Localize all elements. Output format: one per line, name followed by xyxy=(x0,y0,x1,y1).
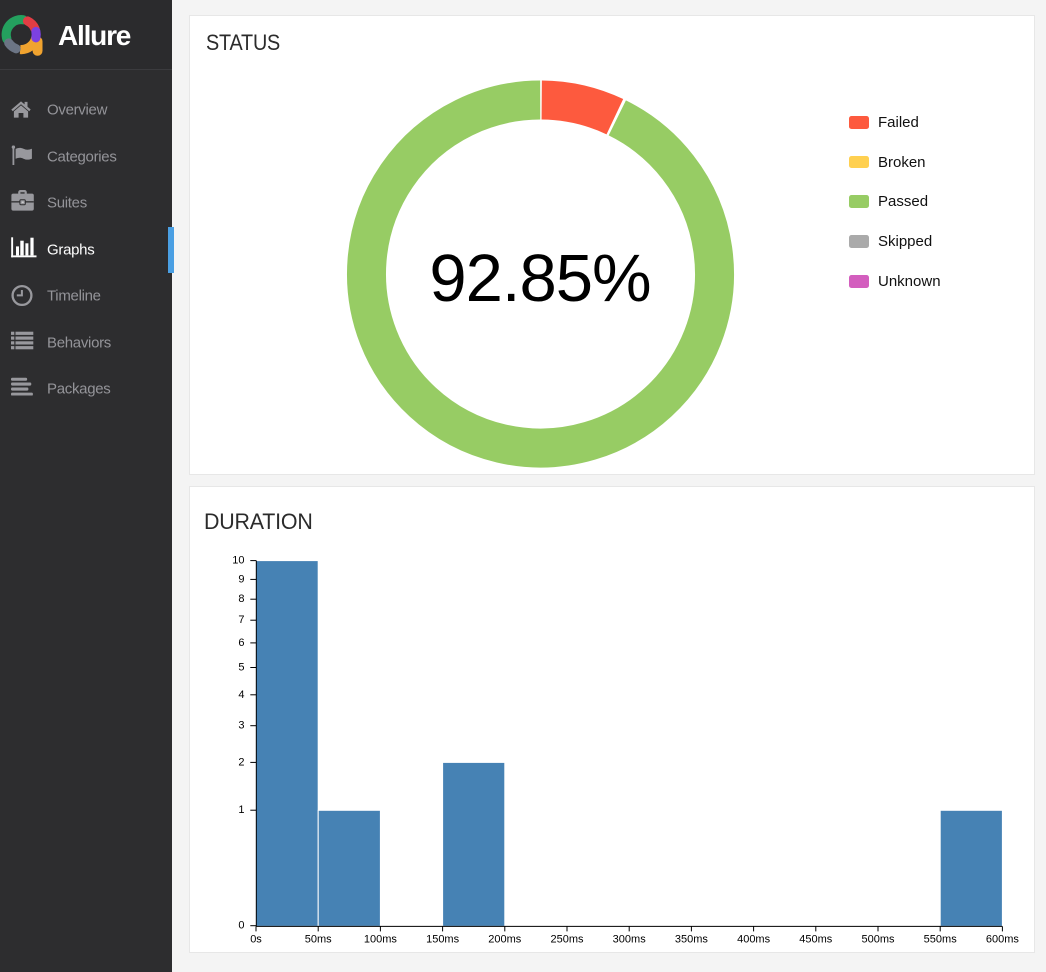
svg-text:10: 10 xyxy=(232,555,244,567)
svg-text:7: 7 xyxy=(238,614,244,626)
svg-text:200ms: 200ms xyxy=(488,934,522,946)
svg-text:0s: 0s xyxy=(250,934,262,946)
svg-text:350ms: 350ms xyxy=(674,934,708,946)
svg-text:6: 6 xyxy=(238,637,244,649)
svg-text:8: 8 xyxy=(238,593,244,605)
svg-text:550ms: 550ms xyxy=(923,934,957,946)
svg-text:4: 4 xyxy=(238,689,244,701)
svg-text:450ms: 450ms xyxy=(799,934,833,946)
svg-text:2: 2 xyxy=(238,756,244,768)
svg-text:100ms: 100ms xyxy=(363,934,397,946)
svg-text:0: 0 xyxy=(238,920,244,932)
svg-text:300ms: 300ms xyxy=(612,934,646,946)
svg-text:150ms: 150ms xyxy=(426,934,460,946)
svg-text:9: 9 xyxy=(238,573,244,585)
svg-text:1: 1 xyxy=(238,804,244,816)
svg-text:600ms: 600ms xyxy=(985,934,1019,946)
svg-text:500ms: 500ms xyxy=(861,934,895,946)
svg-text:50ms: 50ms xyxy=(304,934,331,946)
svg-text:400ms: 400ms xyxy=(737,934,771,946)
svg-text:5: 5 xyxy=(238,662,244,674)
svg-text:3: 3 xyxy=(238,720,244,732)
svg-text:250ms: 250ms xyxy=(550,934,584,946)
